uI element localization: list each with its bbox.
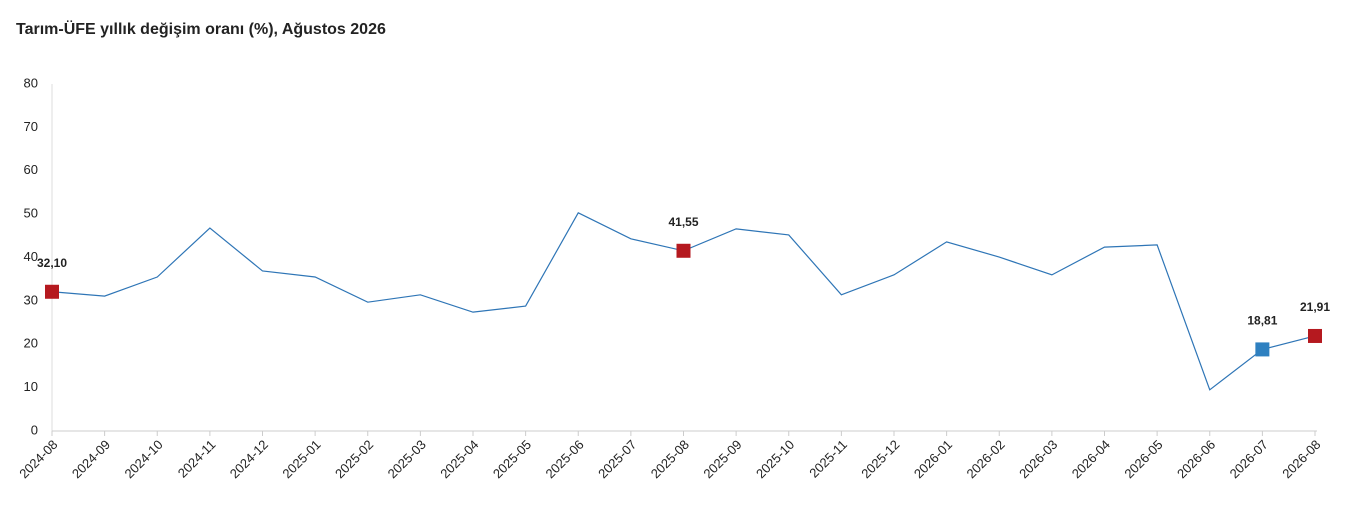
y-tick-label: 60 [24,162,38,177]
x-tick-label: 2025-04 [437,437,481,481]
marker [1255,342,1270,357]
chart-title: Tarım-ÜFE yıllık değişim oranı (%), Ağus… [16,19,386,38]
x-tick-label: 2025-07 [595,437,639,481]
x-tick-label: 2024-08 [16,437,60,481]
x-tick-label: 2026-02 [963,437,1007,481]
value-label: 21,91 [1300,300,1330,314]
x-tick-label: 2026-05 [1121,437,1165,481]
x-tick-label: 2024-09 [69,437,113,481]
value-label: 32,10 [37,256,67,270]
x-tick-label: 2024-12 [227,437,271,481]
x-tick-label: 2026-08 [1279,437,1323,481]
x-tick-label: 2026-07 [1227,437,1271,481]
x-tick-label: 2026-01 [911,437,955,481]
y-tick-label: 50 [24,206,38,221]
y-tick-label: 10 [24,379,38,394]
x-tick-label: 2026-04 [1069,437,1113,481]
x-tick-label: 2025-03 [385,437,429,481]
y-tick-label: 0 [31,422,38,437]
x-tick-label: 2025-10 [753,437,797,481]
x-tick-label: 2025-12 [858,437,902,481]
x-tick-label: 2025-09 [700,437,744,481]
x-tick-label: 2025-06 [542,437,586,481]
x-tick-label: 2025-05 [490,437,534,481]
y-tick-label: 80 [24,75,38,90]
x-tick-label: 2024-10 [121,437,165,481]
x-tick-label: 2024-11 [175,437,219,481]
x-tick-label: 2025-08 [648,437,692,481]
x-tick-label: 2026-06 [1174,437,1218,481]
x-tick-label: 2026-03 [1016,437,1060,481]
y-tick-label: 20 [24,336,38,351]
marker [676,243,691,258]
y-tick-label: 30 [24,292,38,307]
value-label: 18,81 [1247,314,1277,328]
value-label: 41,55 [668,215,698,229]
y-tick-label: 40 [24,249,38,264]
marker [45,284,59,299]
line [51,212,1316,391]
x-tick-label: 2025-02 [332,437,376,481]
x-tick-label: 2025-01 [279,437,323,481]
marker [1308,328,1322,343]
y-tick-label: 70 [24,119,38,134]
x-tick-label: 2025-11 [806,437,850,481]
